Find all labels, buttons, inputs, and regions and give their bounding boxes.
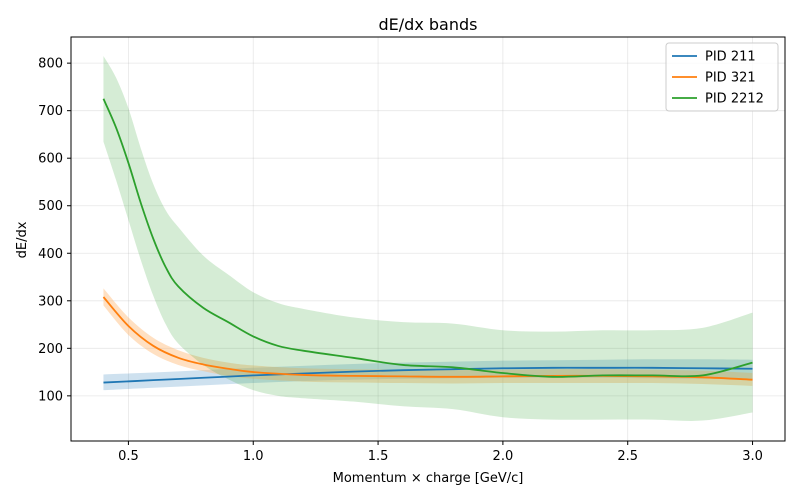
y-axis-ticks: 100 200 300 400 500 600 700 800: [38, 57, 71, 404]
y-tick-label: 600: [38, 152, 63, 167]
x-axis-title: Momentum × charge [GeV/c]: [333, 471, 524, 486]
pid-211-legend-label: PID 211: [705, 50, 756, 65]
pid-321-legend-label: PID 321: [705, 71, 756, 86]
y-tick-label: 500: [38, 199, 63, 214]
x-tick-label: 2.0: [493, 449, 514, 464]
x-tick-label: 0.5: [118, 449, 139, 464]
pid-2212-line: [102, 98, 753, 378]
x-tick-label: 1.5: [368, 449, 389, 464]
y-tick-label: 200: [38, 342, 63, 357]
x-tick-label: 3.0: [742, 449, 763, 464]
y-tick-label: 700: [38, 104, 63, 119]
pid-2212-band: [103, 56, 753, 421]
series-lines: [102, 98, 753, 384]
x-tick-label: 2.5: [617, 449, 638, 464]
x-axis-ticks: 0.5 1.0 1.5 2.0 2.5 3.0: [118, 441, 763, 464]
pid-211-line: [103, 366, 753, 384]
chart-title: dE/dx bands: [379, 15, 478, 34]
y-tick-label: 800: [38, 57, 63, 72]
legend-box: [665, 42, 779, 112]
y-tick-label: 300: [38, 294, 63, 309]
plot-frame: [70, 36, 786, 442]
x-tick-label: 1.0: [243, 449, 264, 464]
y-tick-label: 100: [38, 389, 63, 404]
legend: PID 211 PID 321 PID 2212: [665, 42, 779, 112]
pid-2212-legend-label: PID 2212: [705, 92, 764, 107]
y-tick-label: 400: [38, 247, 63, 262]
y-axis-title: dE/dx: [15, 221, 30, 258]
